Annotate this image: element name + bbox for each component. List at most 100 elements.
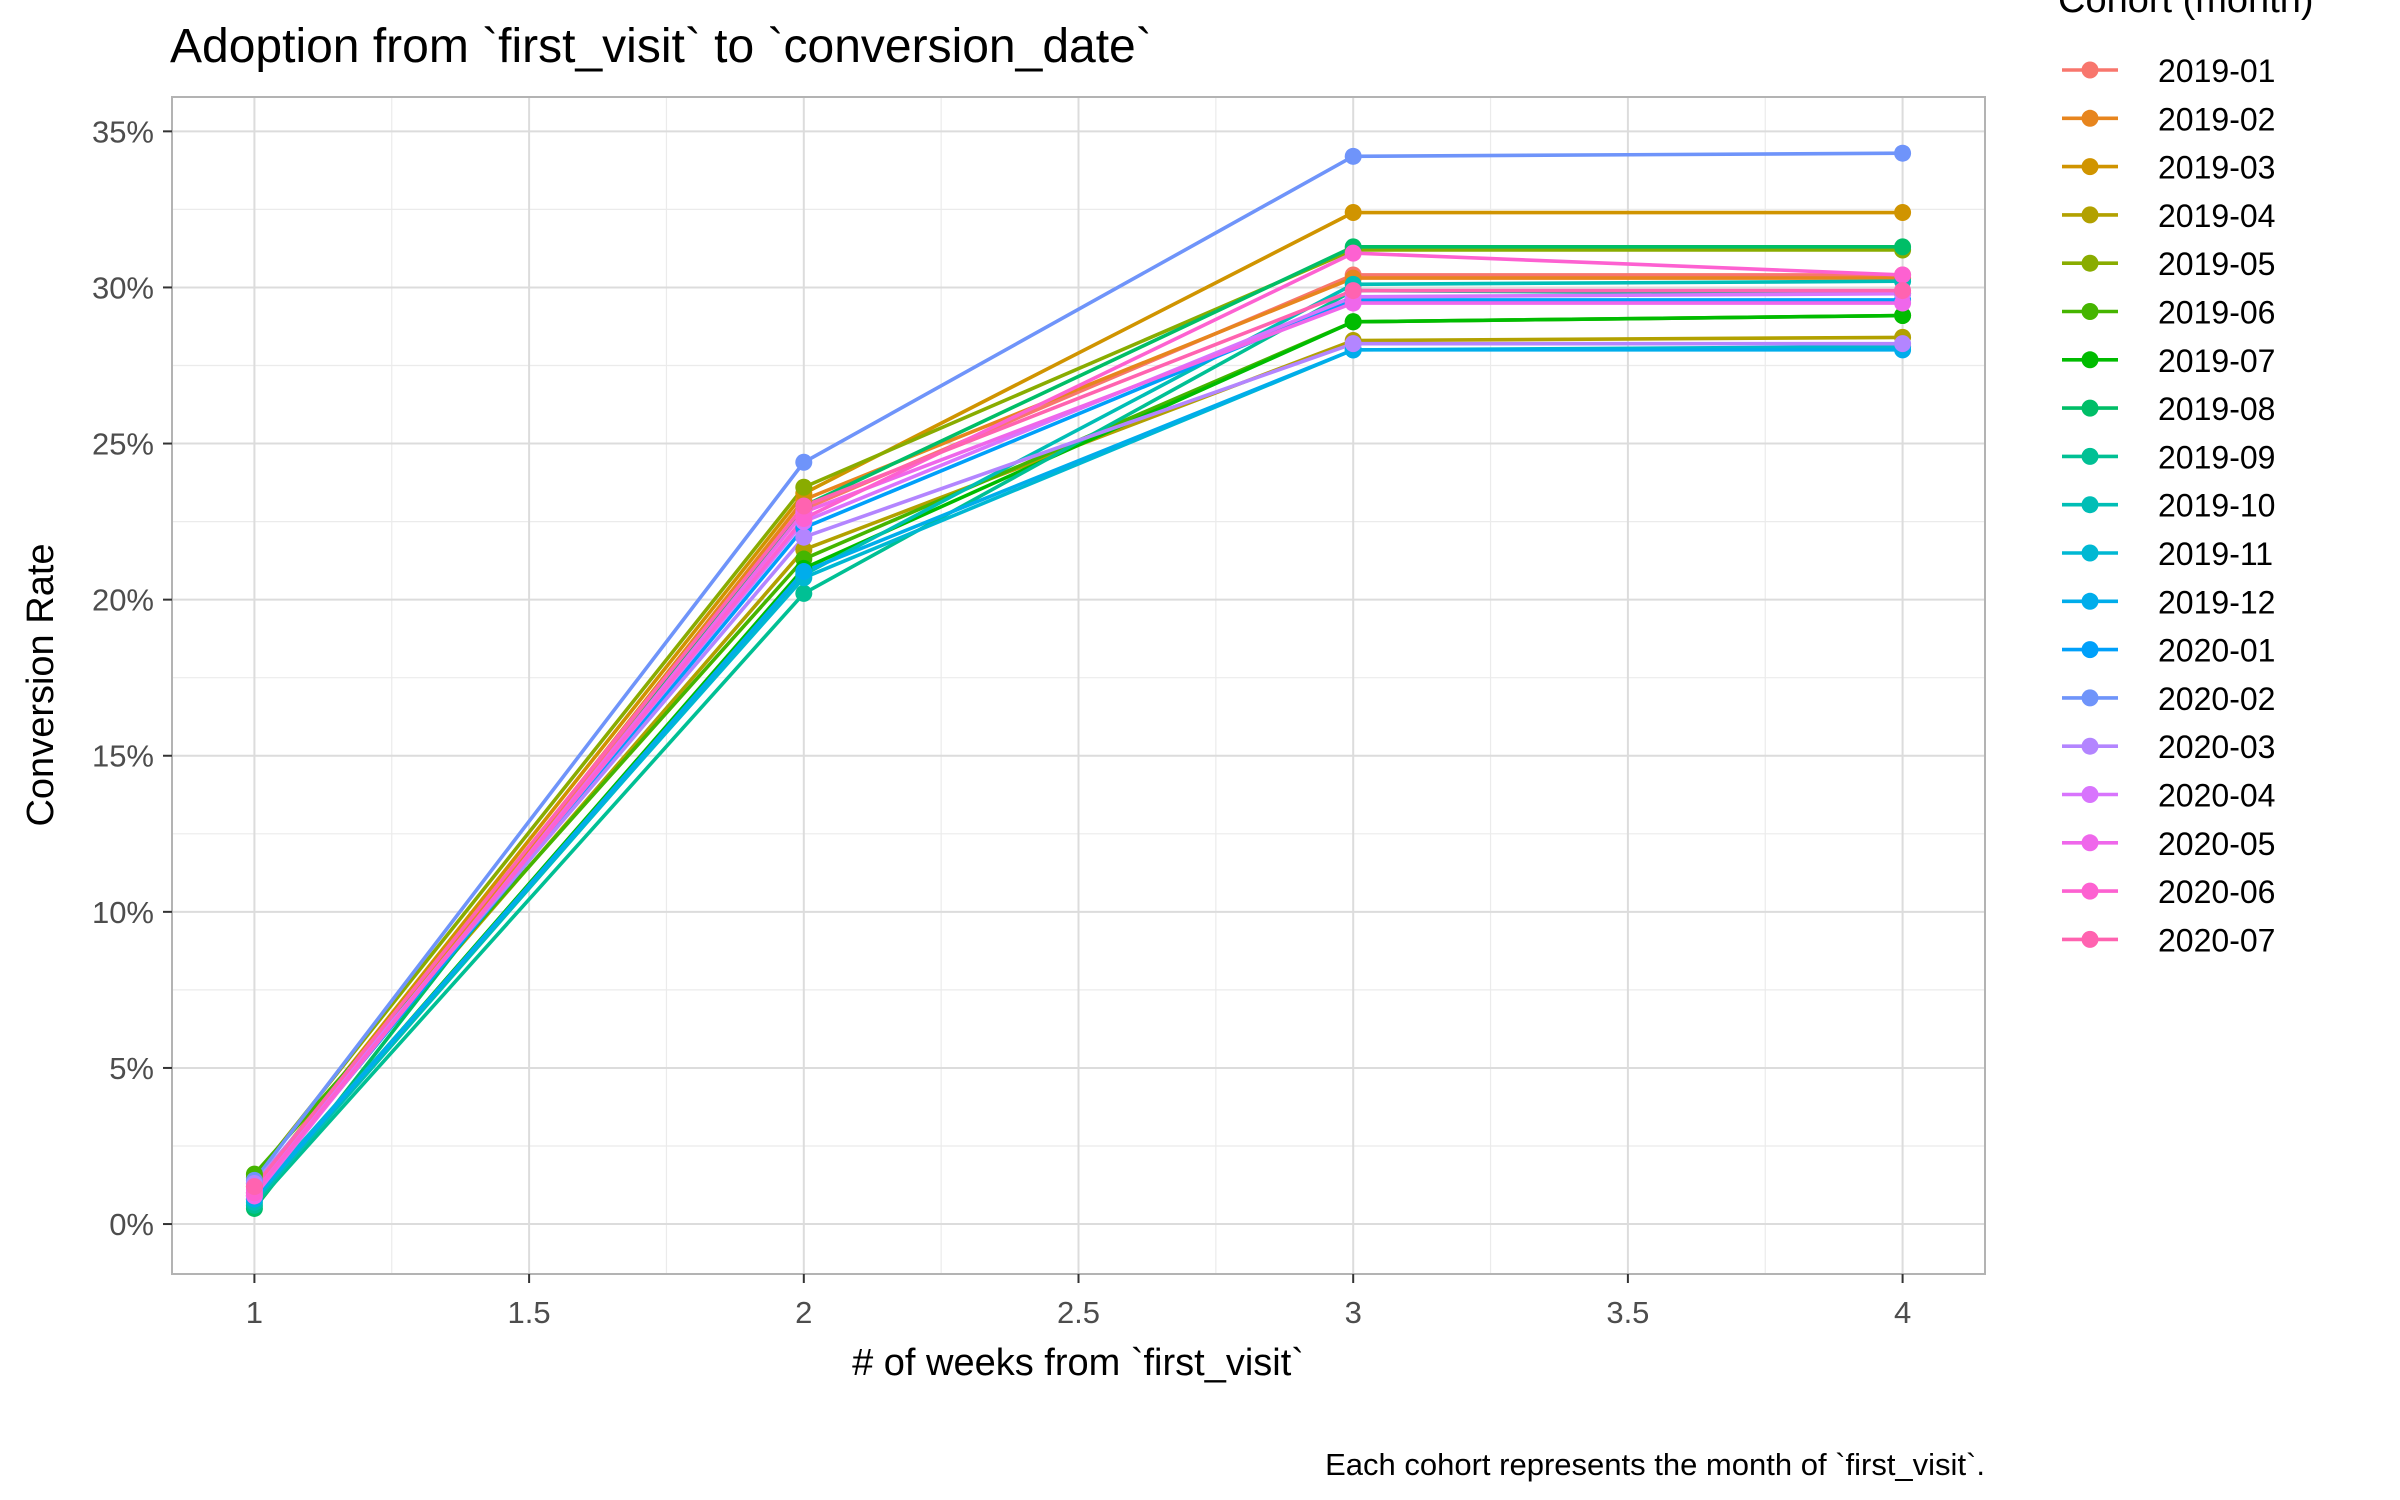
legend-label: 2020-06 [2158,874,2275,910]
legend-item-2019-07: 2019-07 [2062,343,2275,379]
x-axis: 1 1.5 2 2.5 3 3.5 4 [246,1274,1911,1330]
legend-label: 2019-10 [2158,488,2275,524]
data-point-2019-12 [795,563,813,581]
data-point-2019-03 [1344,204,1362,222]
legend-label: 2019-08 [2158,391,2275,427]
legend-key-point [2081,786,2099,803]
legend: 2019-01 2019-02 2019-03 2019-04 2019-05 2019-… [2062,53,2275,958]
legend-key-point [2081,351,2099,369]
legend-item-2019-02: 2019-02 [2062,101,2275,137]
legend-item-2020-02: 2020-02 [2062,681,2275,717]
series-line-2019-12 [253,348,1903,1201]
legend-key-point [2081,737,2099,755]
data-point-2020-05 [1344,294,1362,312]
legend-label: 2019-11 [2158,536,2273,572]
legend-item-2019-11: 2019-11 [2062,536,2273,572]
y-tick-label: 35% [92,114,154,149]
legend-item-2020-05: 2020-05 [2062,826,2275,862]
legend-key-point [2081,544,2099,562]
x-tick-label: 1.5 [508,1295,551,1330]
data-point-2020-07 [795,497,813,515]
y-tick-label: 20% [92,583,154,618]
legend-item-2019-10: 2019-10 [2062,488,2275,524]
caption: Each cohort represents the month of `fir… [1325,1447,1985,1482]
y-tick-label: 0% [109,1207,154,1242]
legend-item-2020-03: 2020-03 [2062,729,2275,765]
legend-key-point [2081,641,2099,659]
legend-item-2019-09: 2019-09 [2062,439,2275,475]
legend-label: 2020-01 [2158,633,2275,669]
data-point-2020-06 [1344,244,1362,262]
series-line-2020-07 [253,288,1903,1188]
data-point-2019-07 [1894,307,1912,325]
legend-label: 2019-03 [2158,150,2275,186]
legend-key-point [2081,930,2099,948]
legend-key-point [2081,689,2099,707]
grid-major [172,97,1985,1274]
data-point-2020-06 [1894,266,1912,284]
y-tick-label: 25% [92,427,154,462]
legend-item-2020-06: 2020-06 [2062,874,2275,910]
legend-label: 2019-05 [2158,246,2275,282]
legend-title: Cohort (month) [2058,0,2314,21]
series-line-2019-01 [253,273,1903,1194]
legend-label: 2019-07 [2158,343,2275,379]
legend-item-2019-05: 2019-05 [2062,246,2275,282]
data-point-2020-07 [245,1178,263,1196]
chart-title: Adoption from `first_visit` to `conversi… [170,20,1152,73]
series-points [245,144,1912,1217]
data-point-2020-05 [1894,294,1912,312]
x-tick-label: 3.5 [1606,1295,1649,1330]
legend-label: 2020-04 [2158,778,2275,814]
legend-item-2020-07: 2020-07 [2062,922,2275,958]
x-axis-title: # of weeks from `first_visit` [852,1342,1304,1384]
legend-item-2019-12: 2019-12 [2062,584,2275,620]
y-axis-title: Conversion Rate [20,543,62,826]
legend-key-point [2081,496,2099,514]
legend-key-point [2081,303,2099,320]
legend-item-2019-01: 2019-01 [2062,53,2275,89]
legend-key-point [2081,206,2099,224]
legend-label: 2019-12 [2158,584,2275,620]
data-point-2020-07 [1894,282,1912,300]
series-line-2020-02 [252,151,1903,1182]
legend-key-point [2081,254,2099,272]
y-axis: 0% 5% 10% 15% 20% 25% 30% 35% [92,114,172,1242]
legend-label: 2019-09 [2158,439,2275,475]
x-tick-label: 2.5 [1057,1295,1100,1330]
series-line-2020-03 [253,341,1903,1185]
data-point-2020-03 [795,528,813,546]
legend-item-2019-06: 2019-06 [2062,295,2275,331]
data-point-2019-05 [795,478,813,496]
data-point-2020-02 [795,453,813,471]
legend-item-2019-03: 2019-03 [2062,150,2275,186]
data-point-2020-02 [1344,147,1362,165]
legend-item-2019-08: 2019-08 [2062,391,2275,427]
legend-label: 2020-07 [2158,922,2275,958]
y-tick-label: 30% [92,270,154,305]
legend-key-point [2081,834,2099,852]
data-point-2020-03 [1894,335,1912,353]
data-point-2020-07 [1344,282,1362,300]
x-tick-label: 1 [246,1295,263,1330]
legend-label: 2019-04 [2158,198,2275,234]
series-line-2019-05 [253,248,1903,1179]
data-point-2019-09 [795,584,813,602]
legend-item-2020-01: 2020-01 [2062,633,2275,669]
legend-label: 2020-02 [2158,681,2275,717]
legend-key-point [2081,447,2099,465]
series-lines [252,151,1903,1210]
legend-item-2020-04: 2020-04 [2062,778,2275,814]
legend-item-2019-04: 2019-04 [2062,198,2275,234]
data-point-2020-03 [1344,335,1362,353]
legend-key-point [2081,109,2099,127]
legend-key-point [2081,399,2099,417]
data-point-2020-02 [1894,144,1912,162]
data-point-2019-03 [1894,204,1912,222]
series-line-2019-03 [252,210,1903,1188]
data-point-2019-08 [1894,238,1912,256]
y-tick-label: 10% [92,895,154,930]
legend-key-point [2081,882,2099,900]
legend-label: 2019-01 [2158,53,2275,89]
x-tick-label: 2 [795,1295,812,1330]
